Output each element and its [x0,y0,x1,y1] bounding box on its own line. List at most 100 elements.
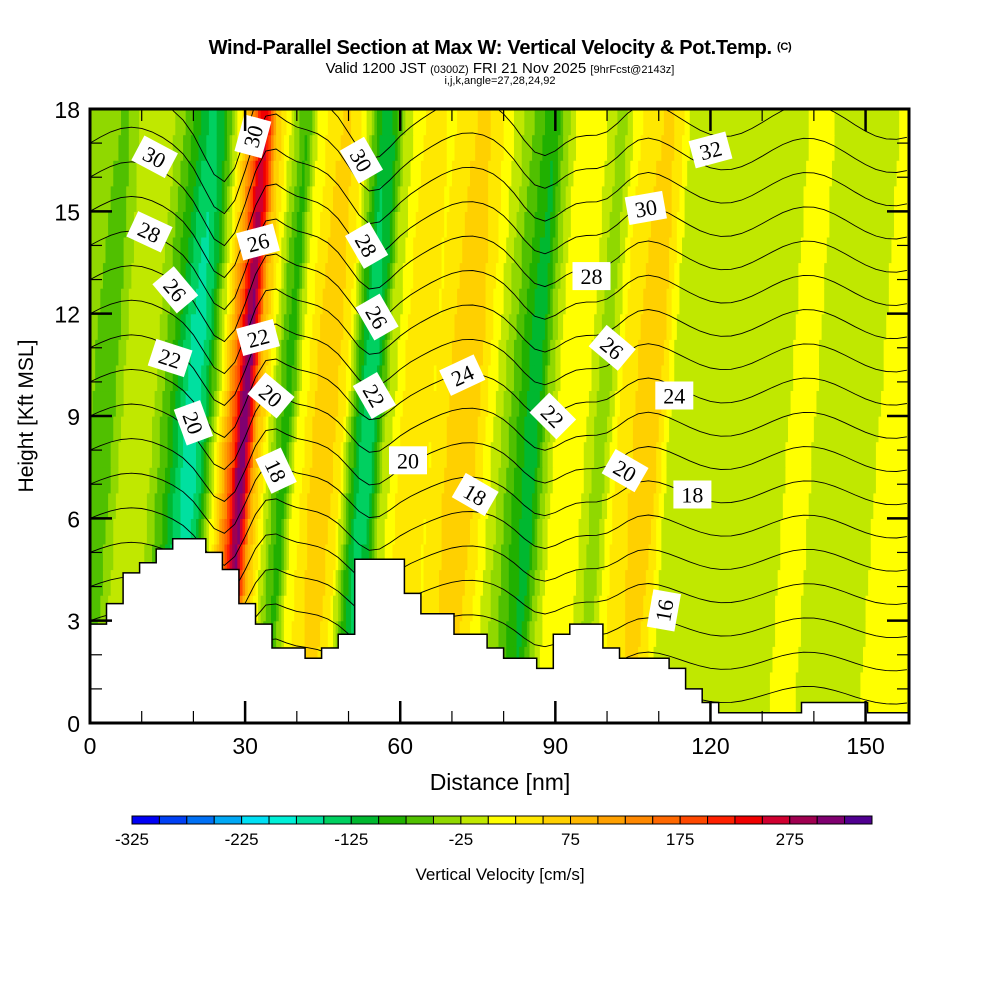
velocity-cell [296,569,301,596]
velocity-cell [723,671,727,699]
velocity-cell [501,441,505,468]
velocity-cell [839,671,843,699]
velocity-cell [90,467,94,494]
velocity-cell [498,364,502,392]
velocity-cell [578,518,582,545]
velocity-cell [490,518,494,545]
velocity-cell [441,467,445,494]
velocity-cell [731,518,735,545]
velocity-cell [886,467,890,494]
velocity-cell [229,364,233,392]
velocity-cell [635,518,639,545]
velocity-cell [777,569,781,596]
velocity-cell [539,339,544,366]
velocity-cell [824,441,828,468]
velocity-cell [599,364,603,392]
velocity-cell [565,313,569,340]
velocity-cell [281,518,285,545]
velocity-cell [229,313,233,340]
velocity-cell [152,518,156,545]
velocity-cell [899,646,903,673]
velocity-cell [395,492,399,519]
velocity-cell [95,543,99,571]
velocity-cell [875,595,880,622]
velocity-cell [90,364,94,392]
velocity-cell [591,467,595,494]
velocity-cell [258,441,262,468]
velocity-cell [472,416,476,443]
velocity-cell [762,620,766,647]
velocity-cell [713,671,717,699]
velocity-cell [687,646,691,673]
velocity-cell [198,467,202,494]
velocity-cell [829,390,833,417]
velocity-cell [449,492,453,519]
velocity-cell [407,492,412,519]
velocity-cell [839,364,843,392]
velocity-cell [720,339,724,366]
velocity-cell [676,441,681,468]
velocity-cell [769,339,774,366]
velocity-cell [314,569,319,596]
velocity-cell [550,569,554,596]
velocity-cell [170,441,174,468]
velocity-cell [619,569,624,596]
velocity-cell [501,313,505,340]
velocity-cell [733,543,737,571]
velocity-cell [335,620,339,647]
velocity-cell [645,467,650,494]
velocity-cell [532,313,536,340]
velocity-cell [309,313,313,340]
velocity-cell [451,492,456,519]
velocity-cell [754,364,758,392]
velocity-cell [728,364,732,392]
velocity-cell [190,313,195,340]
velocity-cell [826,339,830,366]
velocity-cell [837,390,841,417]
velocity-cell [330,595,334,622]
velocity-cell [850,467,854,494]
velocity-cell [759,646,763,673]
velocity-cell [588,441,593,468]
velocity-cell [759,697,763,723]
velocity-cell [149,313,153,340]
velocity-cell [632,339,637,366]
velocity-cell [420,569,425,596]
velocity-cell [565,364,569,392]
velocity-cell [666,492,670,519]
velocity-cell [868,339,872,366]
velocity-cell [630,492,634,519]
velocity-cell [878,569,882,596]
velocity-cell [674,364,678,392]
velocity-cell [894,364,898,392]
velocity-cell [560,543,564,571]
velocity-cell [294,569,298,596]
velocity-cell [565,595,569,622]
velocity-cell [195,313,200,340]
velocity-cell [829,671,833,699]
velocity-cell [330,620,334,647]
velocity-cell [304,543,308,571]
velocity-cell [537,543,541,571]
velocity-cell [862,441,867,468]
velocity-cell [402,313,406,340]
velocity-cell [397,313,401,340]
velocity-cell [741,467,745,494]
velocity-cell [358,390,363,417]
velocity-cell [674,518,678,545]
velocity-cell [139,518,143,545]
velocity-cell [485,313,489,340]
velocity-cell [663,339,668,366]
velocity-cell [607,441,611,468]
velocity-cell [875,543,880,571]
velocity-cell [397,416,401,443]
velocity-cell [542,467,546,494]
velocity-cell [896,339,900,366]
velocity-cell [521,518,525,545]
velocity-cell [795,620,799,647]
velocity-cell [493,364,497,392]
velocity-cell [451,313,456,340]
velocity-cell [356,492,360,519]
velocity-cell [90,569,94,596]
velocity-cell [694,416,699,443]
